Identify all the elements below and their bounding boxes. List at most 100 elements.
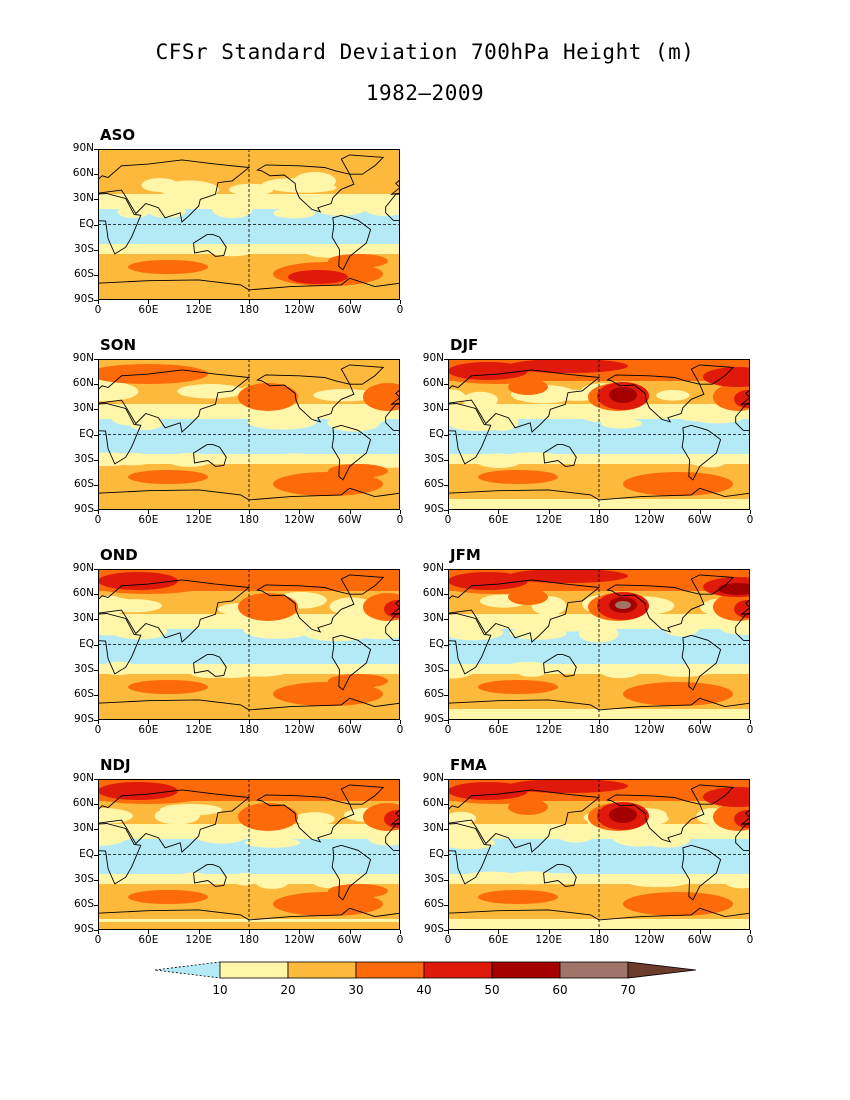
contour-patch [272,453,316,462]
contour-patch [448,624,504,641]
y-tick-mark [94,384,98,386]
x-tick-label: 120W [284,934,315,946]
y-tick-mark [444,384,448,386]
contour-patch [288,270,348,284]
contour-patch [288,900,348,914]
x-tick-label: 0 [746,724,754,736]
x-tick-mark [649,720,651,724]
y-tick-mark [94,199,98,201]
x-tick-mark [299,510,301,514]
colorbar-box [287,961,357,979]
y-tick-mark [444,619,448,621]
colorbar-level-label: 40 [416,983,432,997]
x-tick-label: 120W [634,514,665,526]
x-tick-mark [198,720,200,724]
y-tick-mark [94,879,98,881]
x-tick-mark [448,720,449,724]
coastline-namerica [606,374,705,423]
colorbar-box [559,961,629,979]
colorbar-level-label: 10 [212,983,228,997]
x-tick-mark [750,720,751,724]
y-tick-label: EQ [79,637,94,650]
y-tick-mark [94,904,98,906]
x-tick-label: 60E [138,304,159,316]
y-tick-mark [94,149,98,150]
map-frame [98,149,400,300]
x-tick-label: 0 [94,304,102,316]
x-tick-mark [599,510,600,514]
x-tick-mark [448,930,449,934]
x-tick-label: 180 [588,724,610,736]
y-tick-label: 60N [72,377,94,390]
y-tick-label: 90N [72,772,94,784]
contour-patch [368,832,400,846]
y-tick-label: 30S [423,452,444,465]
y-tick-mark [94,829,98,831]
contour-patch [288,690,348,704]
contour-patch [328,674,388,688]
coastline-europeAsia [448,579,750,643]
map-frame [448,779,750,930]
contour-patch [98,782,178,800]
y-tick-mark [444,510,448,511]
contour-patch [133,664,192,673]
contour-patch [364,202,400,217]
chart-title: CFSr Standard Deviation 700hPa Height (m… [155,40,695,64]
x-tick-mark [148,930,150,934]
contour-patch [328,464,388,478]
map-frame [98,569,400,720]
y-tick-mark [94,694,98,696]
y-tick-mark [94,300,98,301]
coastline-europeAsia [448,369,750,433]
x-tick-mark [649,510,651,514]
y-tick-mark [94,569,98,570]
contour-patch [508,379,548,395]
contour-patch [312,199,368,216]
contour-patch [273,207,316,219]
x-tick-mark [299,300,301,304]
contour-patch [207,244,255,257]
contour-patch [448,665,474,679]
panel-djf-map [448,359,750,510]
x-tick-mark [299,720,301,724]
contour-patch [228,668,287,677]
contour-patch [448,413,512,432]
x-tick-label: 60W [687,934,712,946]
y-tick-mark [444,854,448,856]
y-tick-mark [444,484,448,486]
contour-patch [367,455,400,468]
contour-patch [638,900,698,914]
y-tick-mark [94,434,98,436]
x-tick-label: 180 [588,934,610,946]
x-tick-mark [249,720,250,724]
x-tick-label: 60E [138,514,159,526]
coastline-samerica [331,844,372,901]
y-tick-label: 30N [72,612,94,625]
contour-patch [293,812,335,826]
y-tick-label: 30N [72,822,94,835]
y-tick-mark [444,720,448,721]
y-tick-label: 90N [422,562,444,574]
colorbar-level-label: 70 [620,983,636,997]
coastline-antarctica [448,697,750,711]
y-tick-label: EQ [79,427,94,440]
y-tick-label: 90N [422,772,444,784]
x-tick-mark [148,510,150,514]
panel-aso-map [98,149,400,300]
coastline-australia [193,864,227,887]
contour-patch [98,827,128,846]
x-tick-mark [448,510,449,514]
coastline-antarctica [448,907,750,921]
contour-patch [128,416,163,431]
contour-patch [238,803,298,831]
y-tick-label: EQ [79,847,94,860]
contour-patch [478,890,558,904]
y-tick-label: 30S [73,242,94,255]
y-tick-mark [444,930,448,931]
coastline-africa [448,613,750,675]
y-tick-label: 60S [73,897,94,910]
contour-patch [305,245,354,258]
y-tick-mark [444,434,448,436]
y-tick-mark [94,779,98,780]
contour-patch [448,362,528,380]
